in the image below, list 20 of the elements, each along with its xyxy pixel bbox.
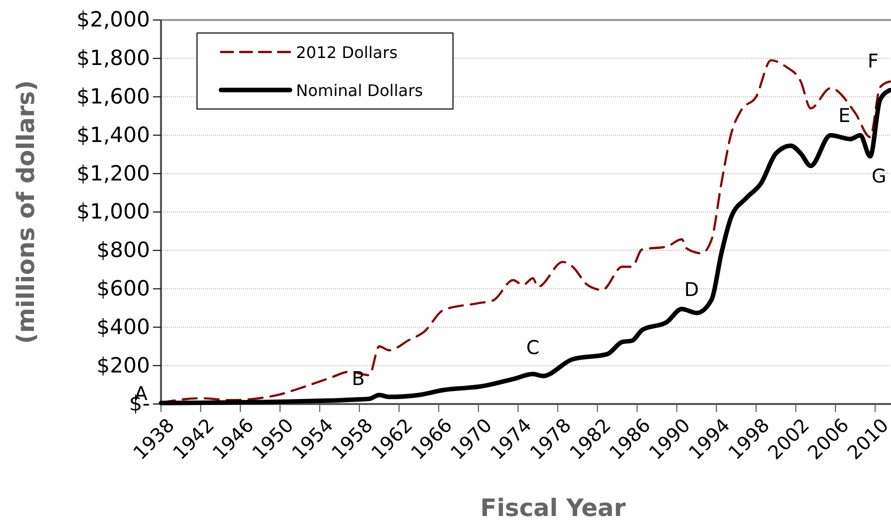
x-axis-title: Fiscal Year — [480, 494, 626, 522]
y-tick-label: $1,400 — [76, 122, 150, 147]
y-tick-label: $2,000 — [76, 8, 150, 32]
annotation: E — [838, 105, 850, 128]
y-tick-label: $1,200 — [76, 161, 150, 186]
annotation: B — [352, 368, 365, 390]
y-tick-label: $600 — [96, 276, 150, 301]
y-tick-label: $1,800 — [76, 46, 150, 70]
annotation: D — [684, 278, 699, 301]
y-tick-label: $200 — [96, 353, 150, 378]
legend-label: 2012 Dollars — [296, 43, 398, 62]
annotation: F — [868, 50, 879, 72]
y-tick-label: $800 — [96, 238, 150, 262]
annotation: C — [526, 337, 540, 360]
annotation: G — [872, 165, 886, 188]
y-tick-label: $400 — [96, 314, 150, 339]
y-axis-title: (millions of dollars) — [12, 80, 40, 344]
y-tick-label: $1,600 — [76, 84, 150, 109]
legend-label: Nominal Dollars — [296, 81, 423, 100]
y-tick-label: $1,000 — [76, 200, 150, 224]
